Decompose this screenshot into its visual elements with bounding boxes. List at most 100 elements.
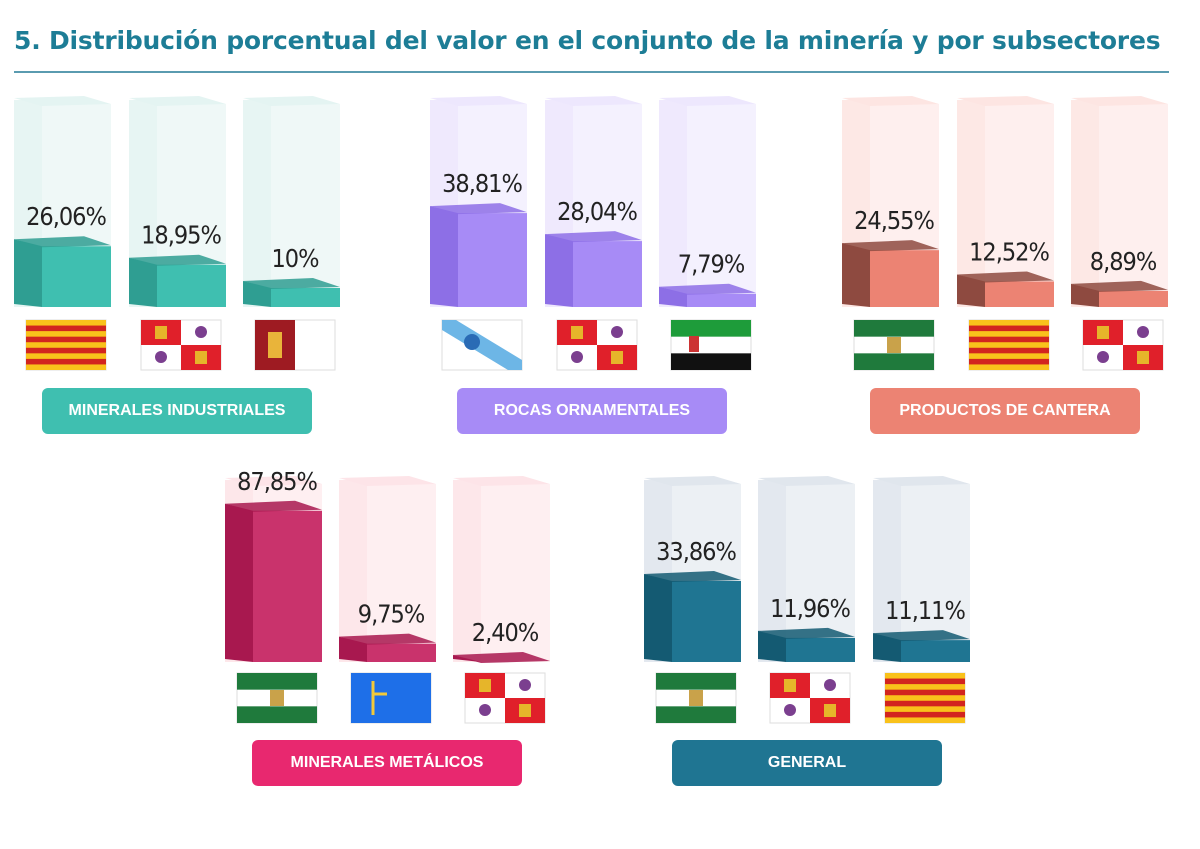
bar-4-0: 33,86%: [644, 476, 741, 724]
bar-background: [367, 484, 436, 662]
bar-4-1: 11,96%: [758, 476, 855, 724]
bar-front: [253, 510, 322, 662]
bar-side: [842, 243, 870, 307]
andalucia-flag-icon: [236, 672, 318, 724]
bar-top: [957, 271, 1054, 283]
bar-top: [339, 633, 436, 645]
bar-front: [672, 580, 741, 662]
bar-2-1: 12,52%: [957, 96, 1054, 371]
subsector-label: MINERALES METÁLICOS: [252, 740, 522, 786]
bar-side: [545, 234, 573, 307]
value-label: 9,75%: [358, 600, 425, 629]
catalonia-flag-icon: [25, 319, 107, 371]
title-divider: [14, 71, 1169, 73]
bar-front: [985, 281, 1054, 307]
bar-top: [129, 254, 226, 266]
bar-side: [14, 239, 42, 307]
bar-front: [458, 213, 527, 307]
bar-1-0: 38,81%: [430, 96, 527, 371]
bar-3-0: 87,85%: [225, 467, 322, 724]
bar-4-2: 11,11%: [873, 476, 970, 724]
bar-background: [481, 484, 550, 662]
bar-0-1: 18,95%: [129, 96, 226, 371]
bar-top: [842, 240, 939, 252]
bar-background: [243, 100, 271, 307]
value-label: 8,89%: [1090, 247, 1157, 276]
value-label: 28,04%: [557, 197, 637, 226]
bar-background: [339, 480, 367, 662]
catalonia-flag-icon: [968, 319, 1050, 371]
value-label: 38,81%: [442, 169, 522, 198]
bar-side: [957, 274, 985, 307]
subsector-label: GENERAL: [672, 740, 942, 786]
bar-background: [453, 480, 481, 662]
bar-2-0: 24,55%: [842, 96, 939, 371]
bar-top: [545, 231, 642, 243]
value-label: 2,40%: [472, 618, 539, 647]
value-label: 26,06%: [26, 202, 106, 231]
bar-3-2: 2,40%: [453, 476, 550, 724]
bar-1-2: 7,79%: [659, 96, 756, 371]
bar-front: [573, 241, 642, 307]
bar-side: [129, 257, 157, 307]
bar-front: [271, 288, 340, 307]
bar-side: [659, 286, 687, 307]
bar-front: [157, 264, 226, 307]
value-label: 7,79%: [678, 250, 745, 279]
bar-side: [339, 636, 367, 662]
bar-front: [786, 637, 855, 662]
castilla-la-mancha-flag-icon: [254, 319, 336, 371]
asturias-flag-icon: [350, 672, 432, 724]
bar-top: [644, 570, 741, 582]
bar-front: [687, 293, 756, 307]
bar-top: [758, 627, 855, 639]
bar-front: [870, 250, 939, 307]
bar-top: [453, 652, 550, 663]
bar-top: [430, 203, 527, 215]
subsector-label: MINERALES INDUSTRIALES: [42, 388, 312, 434]
bar-2-2: 8,89%: [1071, 96, 1168, 371]
bar-front: [42, 246, 111, 307]
bar-background: [687, 104, 756, 307]
bar-side: [225, 503, 253, 662]
bar-top: [659, 283, 756, 295]
value-label: 10%: [272, 244, 320, 273]
bar-background: [957, 100, 985, 307]
subsector-label: PRODUCTOS DE CANTERA: [870, 388, 1140, 434]
bar-front: [901, 640, 970, 662]
bar-0-2: 10%: [243, 96, 340, 371]
bar-0-0: 26,06%: [14, 96, 111, 371]
value-label: 33,86%: [656, 537, 736, 566]
bar-side: [430, 206, 458, 307]
bar-background: [271, 104, 340, 307]
castilla-y-leon-flag-icon: [769, 672, 851, 724]
castilla-y-leon-flag-icon: [1082, 319, 1164, 371]
bar-top: [243, 278, 340, 289]
bar-background: [659, 100, 687, 307]
bar-top: [873, 630, 970, 642]
value-label: 12,52%: [969, 237, 1049, 266]
galicia-flag-icon: [441, 319, 523, 371]
value-label: 11,11%: [885, 596, 965, 625]
catalonia-flag-icon: [884, 672, 966, 724]
castilla-y-leon-flag-icon: [556, 319, 638, 371]
bar-1-1: 28,04%: [545, 96, 642, 371]
value-label: 24,55%: [854, 206, 934, 235]
value-label: 18,95%: [141, 221, 221, 250]
bar-3-1: 9,75%: [339, 476, 436, 724]
bar-background: [873, 480, 901, 662]
castilla-y-leon-flag-icon: [140, 319, 222, 371]
bar-background: [1071, 100, 1099, 307]
bar-top: [14, 236, 111, 248]
value-label: 11,96%: [770, 594, 850, 623]
bar-side: [758, 630, 786, 662]
value-label: 87,85%: [237, 467, 317, 496]
bar-background: [1099, 104, 1168, 307]
bar-side: [873, 633, 901, 662]
andalucia-flag-icon: [655, 672, 737, 724]
bar-top: [1071, 280, 1168, 292]
bar-side: [644, 573, 672, 662]
andalucia-flag-icon: [853, 319, 935, 371]
bar-front: [367, 643, 436, 662]
